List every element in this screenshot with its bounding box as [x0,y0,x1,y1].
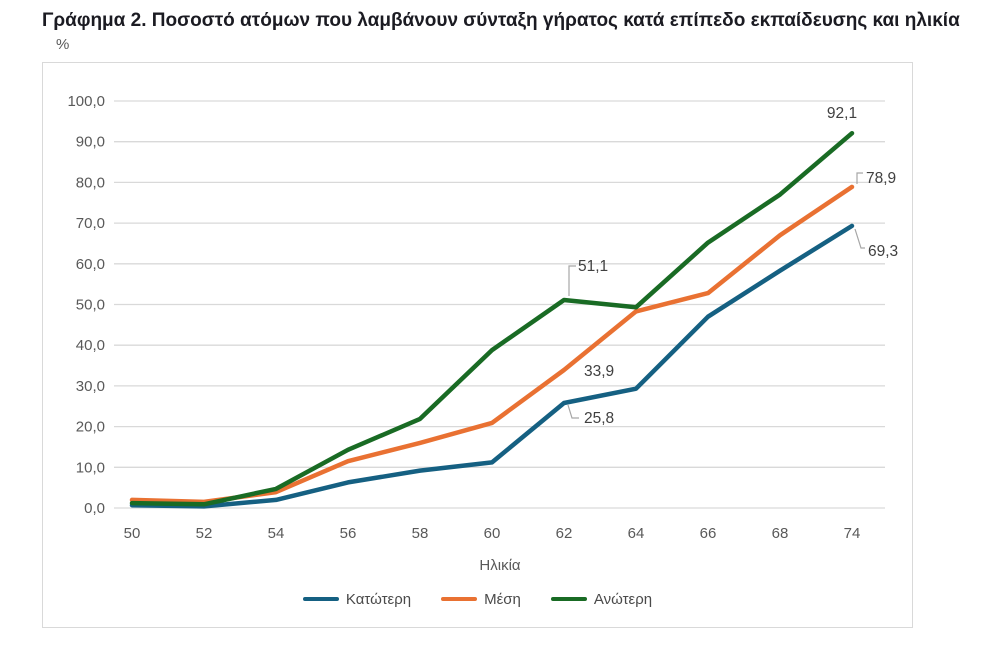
svg-text:64: 64 [628,525,645,542]
legend-line-swatch [441,596,478,602]
svg-text:51,1: 51,1 [578,258,608,275]
svg-text:50,0: 50,0 [76,297,105,314]
svg-text:66: 66 [700,525,717,542]
svg-text:74: 74 [844,525,861,542]
y-axis-unit-label: % [56,36,70,53]
legend-label: Κατώτερη [345,590,412,608]
svg-text:90,0: 90,0 [76,134,105,151]
legend-line-swatch [550,596,587,602]
svg-text:40,0: 40,0 [76,337,105,354]
svg-text:50: 50 [124,525,141,542]
svg-text:25,8: 25,8 [584,410,614,427]
legend-item-Κατώτερη: Κατώτερη [302,590,412,608]
svg-text:80,0: 80,0 [76,174,105,191]
svg-text:20,0: 20,0 [76,419,105,436]
legend-item-Μέση: Μέση [441,591,521,608]
svg-text:62: 62 [556,525,573,542]
svg-text:Ηλικία: Ηλικία [479,557,520,574]
legend: Κατώτερη Μέση Ανώτερη [42,586,913,612]
legend-line-swatch [302,596,339,602]
svg-text:70,0: 70,0 [76,215,105,232]
legend-label: Μέση [484,590,521,608]
svg-text:54: 54 [268,525,285,542]
svg-text:58: 58 [412,525,429,542]
svg-text:52: 52 [196,525,213,542]
svg-text:78,9: 78,9 [866,170,896,187]
chart-title: Γράφημα 2. Ποσοστό ατόμων που λαμβάνουν … [42,10,960,31]
svg-text:10,0: 10,0 [76,459,105,476]
legend-item-Ανώτερη: Ανώτερη [550,590,653,608]
svg-text:56: 56 [340,525,357,542]
svg-text:69,3: 69,3 [868,243,898,260]
svg-text:92,1: 92,1 [827,105,857,122]
svg-text:30,0: 30,0 [76,378,105,395]
svg-text:100,0: 100,0 [67,93,105,110]
svg-text:33,9: 33,9 [584,363,614,380]
svg-text:60,0: 60,0 [76,256,105,273]
svg-text:0,0: 0,0 [84,500,105,517]
svg-text:68: 68 [772,525,789,542]
legend-label: Ανώτερη [593,590,653,608]
svg-text:60: 60 [484,525,501,542]
